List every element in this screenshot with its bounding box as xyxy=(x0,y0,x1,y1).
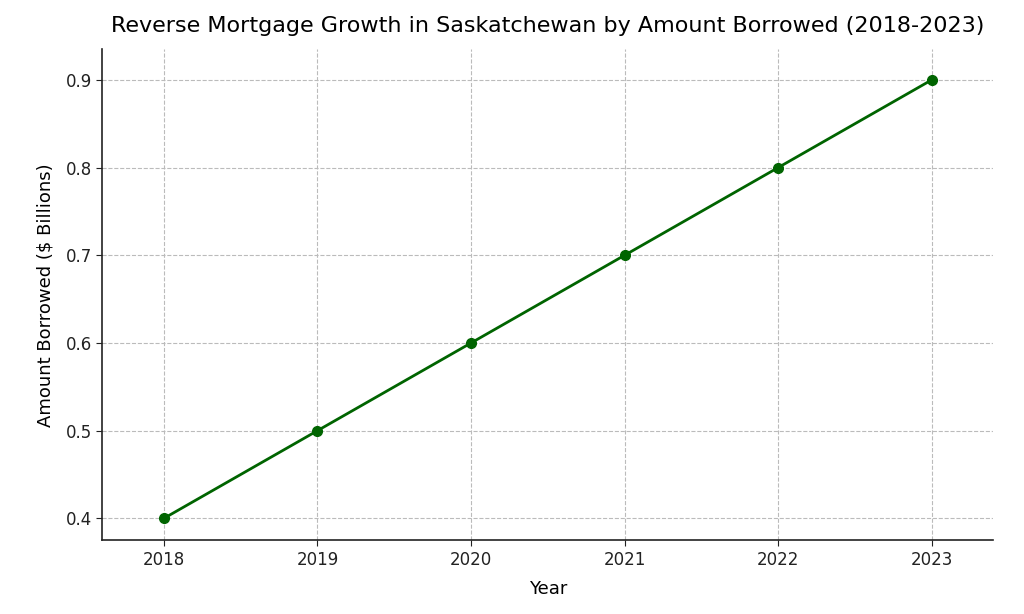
Title: Reverse Mortgage Growth in Saskatchewan by Amount Borrowed (2018-2023): Reverse Mortgage Growth in Saskatchewan … xyxy=(112,17,984,36)
Y-axis label: Amount Borrowed ($ Billions): Amount Borrowed ($ Billions) xyxy=(37,163,54,427)
X-axis label: Year: Year xyxy=(528,580,567,598)
